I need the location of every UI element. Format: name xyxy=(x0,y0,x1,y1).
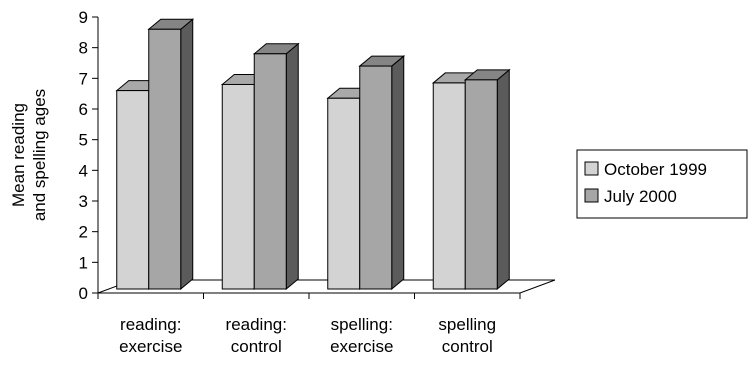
x-tick-label-line: reading: xyxy=(226,315,287,334)
legend-label: October 1999 xyxy=(604,160,707,179)
x-tick-label-line: exercise xyxy=(119,337,182,356)
y-tick-label: 8 xyxy=(79,39,88,58)
x-tick-label-line: control xyxy=(442,337,493,356)
y-tick-label: 1 xyxy=(79,253,88,272)
x-tick-label-line: exercise xyxy=(330,337,393,356)
y-axis-label: Mean reading and spelling ages xyxy=(9,89,49,221)
legend-swatch xyxy=(584,161,599,176)
y-tick-label: 2 xyxy=(79,223,88,242)
y-axis-title-line: and spelling ages xyxy=(30,89,49,221)
bar-front-face xyxy=(116,90,150,290)
bar-side-face xyxy=(391,54,405,291)
bar-front-face xyxy=(221,83,255,290)
legend-swatch xyxy=(584,188,599,203)
bars xyxy=(115,18,511,291)
x-tick-label: reading: control xyxy=(226,315,287,356)
legend-label: July 2000 xyxy=(604,187,677,206)
bar-july-2000 xyxy=(358,54,406,291)
y-tick-label: 9 xyxy=(79,8,88,27)
bar-july-2000 xyxy=(252,42,300,291)
bar-side-face xyxy=(285,42,299,291)
bar-front-face xyxy=(359,65,393,290)
bar-front-face xyxy=(464,79,498,290)
bar-july-2000 xyxy=(147,18,195,291)
y-tick-label: 7 xyxy=(79,69,88,88)
x-tick-labels: reading: exercise reading: control spelling:… xyxy=(119,315,496,356)
x-tick-label-line: control xyxy=(231,337,282,356)
bar-front-face xyxy=(253,53,287,290)
y-tick-label: 0 xyxy=(79,284,88,303)
bar-july-2000 xyxy=(463,68,511,291)
bar-front-face xyxy=(432,82,466,290)
y-axis-title-line: Mean reading xyxy=(9,103,28,207)
x-tick-label: spelling: exercise xyxy=(330,315,393,356)
bar-front-face xyxy=(148,28,182,290)
x-tick-label-line: reading: xyxy=(120,315,181,334)
bar-side-face xyxy=(180,18,194,291)
legend-box xyxy=(576,149,748,219)
x-tick-label: spelling control xyxy=(438,315,496,356)
y-axis-title: Mean reading and spelling ages xyxy=(9,89,49,221)
y-tick-label: 6 xyxy=(79,100,88,119)
x-tick-label-line: spelling xyxy=(438,315,496,334)
y-tick-label: 5 xyxy=(79,131,88,150)
bar-front-face xyxy=(327,97,361,290)
x-tick-label: reading: exercise xyxy=(119,315,182,356)
legend: October 1999 July 2000 xyxy=(576,149,748,219)
bar-side-face xyxy=(496,68,510,291)
y-tick-label: 3 xyxy=(79,192,88,211)
y-tick-label: 4 xyxy=(79,161,88,180)
x-tick-label-line: spelling: xyxy=(331,315,393,334)
